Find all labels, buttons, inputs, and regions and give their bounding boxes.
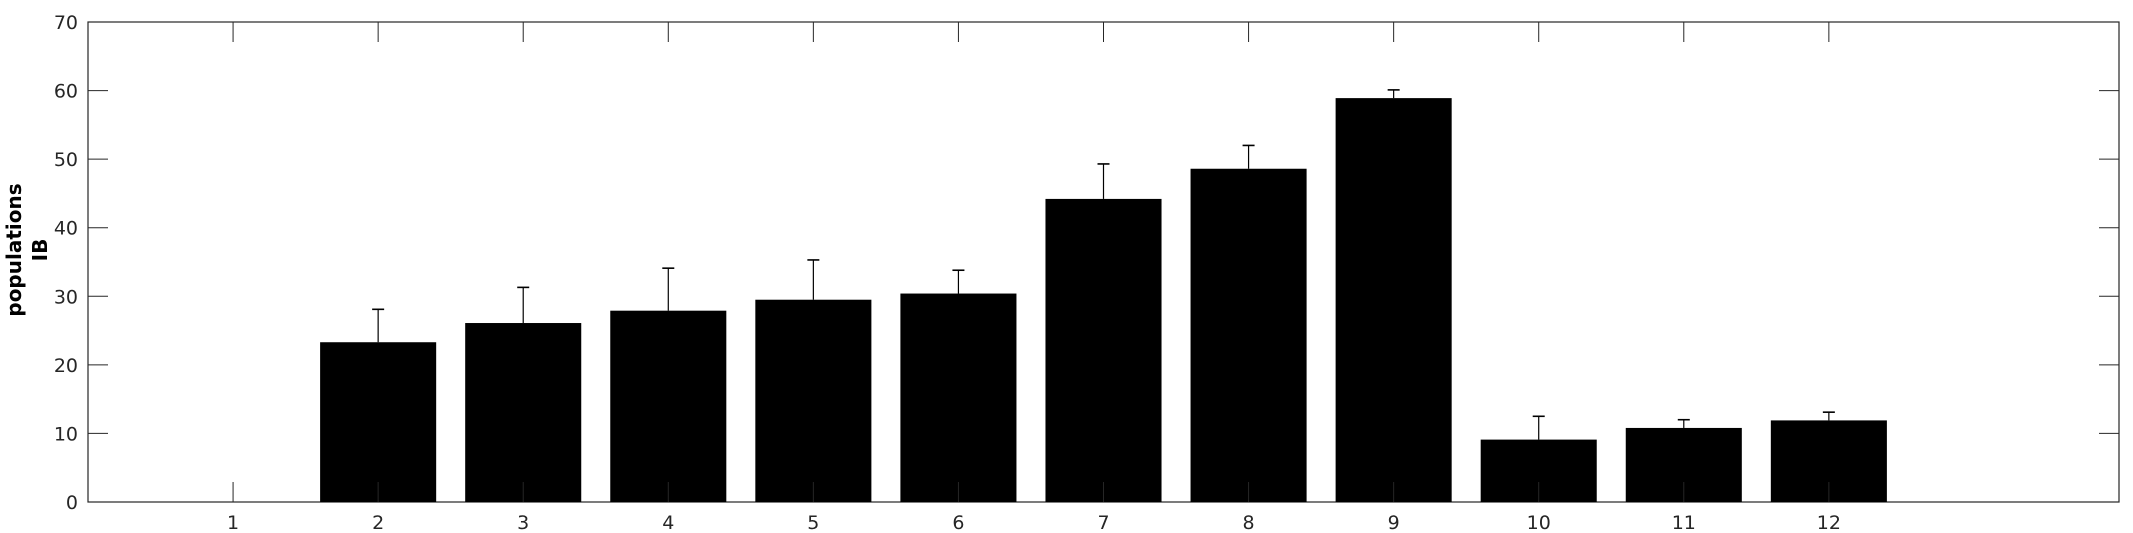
y-tick-label-60: 60 <box>54 81 78 103</box>
error-bar-7 <box>1097 163 1110 199</box>
bar-3 <box>465 323 582 502</box>
x-tick-label-2: 2 <box>372 512 384 533</box>
bar-7 <box>1045 198 1162 502</box>
x-tick-label-1: 1 <box>227 512 239 533</box>
error-bar-3 <box>517 286 530 324</box>
y-axis: 0 10 20 30 40 50 60 70 <box>54 12 2119 514</box>
y-tick-label-20: 20 <box>54 355 78 377</box>
y-axis-label-line-2: IB <box>28 239 52 262</box>
x-tick-label-3: 3 <box>517 512 529 533</box>
error-bar-11 <box>1677 418 1690 428</box>
y-tick-label-50: 50 <box>54 149 78 171</box>
error-bar-5 <box>807 259 820 300</box>
error-bar-9 <box>1387 89 1400 99</box>
bar-4 <box>610 310 727 502</box>
error-bar-6 <box>952 269 965 294</box>
y-tick-label-70: 70 <box>54 12 78 34</box>
y-axis-label-line-1: populations <box>2 183 26 316</box>
error-bar-10 <box>1532 415 1545 440</box>
x-tick-label-6: 6 <box>952 512 964 533</box>
bar-8 <box>1190 168 1307 502</box>
y-tick-label-0: 0 <box>66 492 78 514</box>
y-tick-label-10: 10 <box>54 423 78 445</box>
bar-2 <box>320 342 437 502</box>
x-tick-label-12: 12 <box>1817 512 1841 533</box>
x-tick-label-7: 7 <box>1097 512 1109 533</box>
x-tick-label-8: 8 <box>1243 512 1255 533</box>
error-bar-2 <box>372 308 385 343</box>
x-tick-label-11: 11 <box>1672 512 1696 533</box>
error-bar-4 <box>662 267 675 311</box>
bar-5 <box>755 299 872 502</box>
bar-9 <box>1335 98 1452 502</box>
error-bar-12 <box>1822 411 1835 421</box>
x-tick-label-5: 5 <box>807 512 819 533</box>
bars <box>320 98 1887 502</box>
bar-6 <box>900 293 1017 502</box>
x-tick-label-10: 10 <box>1527 512 1551 533</box>
x-axis: 1 2 3 4 5 6 7 8 9 10 11 12 <box>227 22 1841 533</box>
error-bar-8 <box>1242 144 1255 169</box>
x-tick-label-4: 4 <box>662 512 674 533</box>
error-bars <box>372 89 1835 440</box>
y-tick-label-40: 40 <box>54 218 78 240</box>
x-tick-label-9: 9 <box>1388 512 1400 533</box>
y-tick-label-30: 30 <box>54 286 78 308</box>
